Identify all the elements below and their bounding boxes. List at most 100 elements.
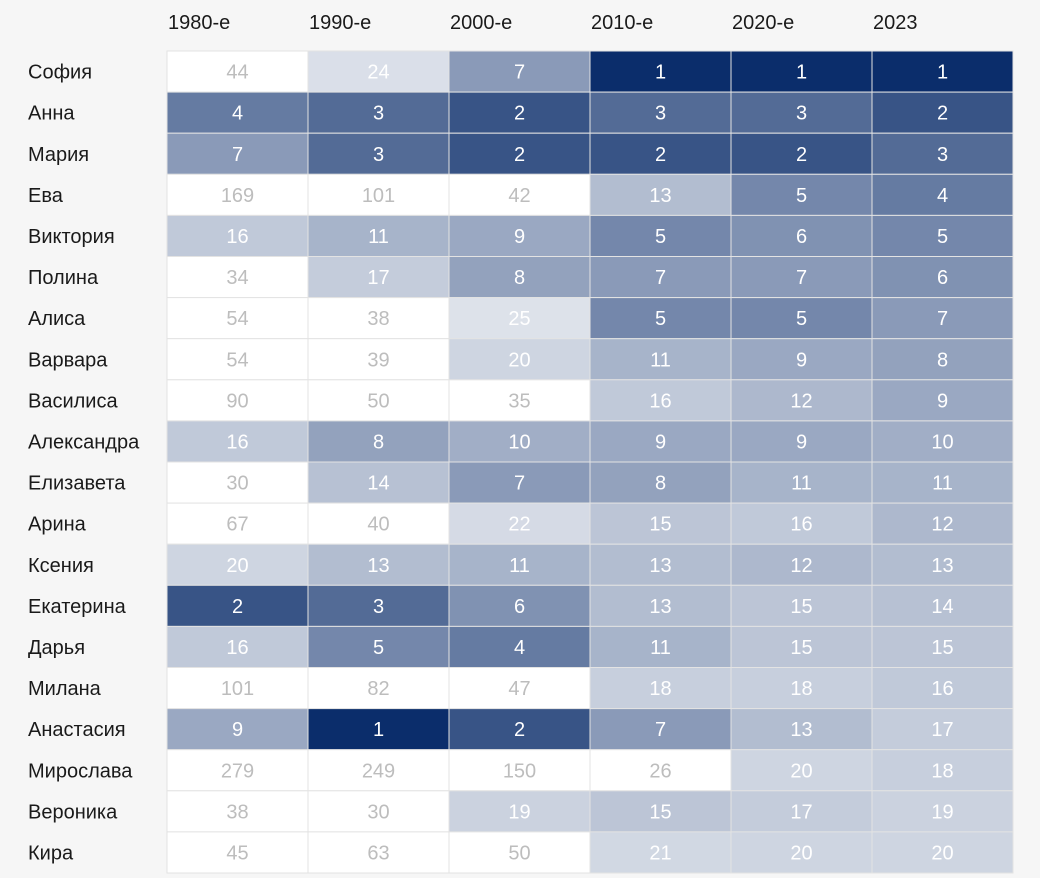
heatmap-cell [730, 543, 873, 586]
column-label: 2010-е [591, 12, 653, 34]
heatmap-cell [871, 297, 1014, 340]
cell-value: 18 [931, 760, 953, 782]
cell-value: 9 [796, 349, 807, 371]
cell-value: 5 [796, 185, 807, 207]
heatmap-cell [871, 461, 1014, 504]
cell-value: 10 [508, 431, 530, 453]
heatmap-cell [307, 502, 450, 545]
cell-value: 17 [367, 267, 389, 289]
heatmap-cell [307, 420, 450, 463]
heatmap-cell [166, 420, 309, 463]
cell-value: 3 [796, 103, 807, 125]
cell-value: 13 [649, 185, 671, 207]
cell-value: 1 [655, 62, 666, 84]
heatmap-cell [589, 708, 732, 751]
cell-value: 279 [221, 760, 254, 782]
cell-value: 101 [362, 185, 395, 207]
heatmap-cell [166, 173, 309, 216]
heatmap-cell [589, 790, 732, 833]
cell-value: 20 [790, 842, 812, 864]
heatmap-cell [166, 214, 309, 257]
row-label: Дарья [28, 637, 85, 659]
heatmap-cell [448, 50, 591, 93]
heatmap-cell [166, 338, 309, 381]
heatmap-cell [589, 173, 732, 216]
heatmap-cell [166, 461, 309, 504]
column-label: 1990-е [309, 12, 371, 34]
row-label: Анастасия [28, 719, 126, 741]
cell-value: 3 [373, 596, 384, 618]
cell-value: 40 [367, 514, 389, 536]
row-label: Кира [28, 842, 74, 864]
cell-value: 9 [796, 431, 807, 453]
heatmap-cell [589, 297, 732, 340]
heatmap-cell [589, 338, 732, 381]
cell-value: 38 [226, 801, 248, 823]
cell-value: 13 [649, 596, 671, 618]
heatmap-cell [589, 667, 732, 710]
heatmap-cell [448, 173, 591, 216]
heatmap-cell [307, 91, 450, 134]
cell-value: 1 [937, 62, 948, 84]
heatmap-cell [730, 338, 873, 381]
cell-value: 5 [937, 226, 948, 248]
heatmap-cell [730, 625, 873, 669]
cell-value: 16 [649, 390, 671, 412]
cell-value: 50 [367, 390, 389, 412]
cell-value: 249 [362, 760, 395, 782]
cell-value: 2 [937, 103, 948, 125]
cell-value: 44 [226, 62, 248, 84]
cell-value: 14 [931, 596, 953, 618]
cell-value: 20 [790, 760, 812, 782]
cell-value: 9 [232, 719, 243, 741]
cell-value: 20 [931, 842, 953, 864]
heatmap-cell [730, 379, 873, 422]
heatmap-cell [448, 584, 591, 627]
cell-value: 11 [509, 555, 530, 577]
heatmap-cell [448, 214, 591, 257]
cell-value: 4 [232, 103, 243, 125]
cell-value: 2 [796, 144, 807, 166]
heatmap-cell [448, 625, 591, 669]
cell-value: 54 [226, 349, 248, 371]
heatmap-cell [871, 708, 1014, 751]
heatmap-cell [871, 790, 1014, 833]
row-label: Василиса [28, 390, 118, 412]
heatmap-cell [307, 173, 450, 216]
cell-value: 25 [508, 308, 530, 330]
row-label: Вероника [28, 801, 118, 823]
row-label: Елизавета [28, 473, 126, 495]
cell-value: 8 [937, 349, 948, 371]
heatmap-cell [730, 790, 873, 833]
cell-value: 17 [790, 801, 812, 823]
heatmap-cell [166, 749, 309, 792]
cell-value: 16 [226, 637, 248, 659]
cell-value: 12 [931, 514, 953, 536]
cell-value: 14 [367, 473, 389, 495]
heatmap-cell [589, 584, 732, 627]
cell-value: 6 [514, 596, 525, 618]
cell-value: 18 [649, 678, 671, 700]
heatmap-cell [166, 708, 309, 751]
cell-value: 11 [791, 473, 812, 495]
cell-value: 63 [367, 842, 389, 864]
cell-value: 47 [508, 678, 530, 700]
row-label: Виктория [28, 226, 115, 248]
heatmap-cell [166, 50, 309, 93]
cell-value: 9 [514, 226, 525, 248]
heatmap-cell [589, 831, 732, 874]
cell-value: 15 [649, 514, 671, 536]
cell-value: 169 [221, 185, 254, 207]
row-labels: София Анна Мария Ева Виктория Полина Алиса Варв… [28, 62, 140, 865]
cell-value: 67 [226, 514, 248, 536]
column-label: 2020-е [732, 12, 794, 34]
heatmap-cell [730, 831, 873, 874]
cell-value: 16 [790, 514, 812, 536]
heatmap-cell [871, 749, 1014, 792]
cell-value: 2 [232, 596, 243, 618]
heatmap-cell [307, 749, 450, 792]
heatmap-cell [307, 297, 450, 340]
cell-value: 11 [368, 226, 389, 248]
